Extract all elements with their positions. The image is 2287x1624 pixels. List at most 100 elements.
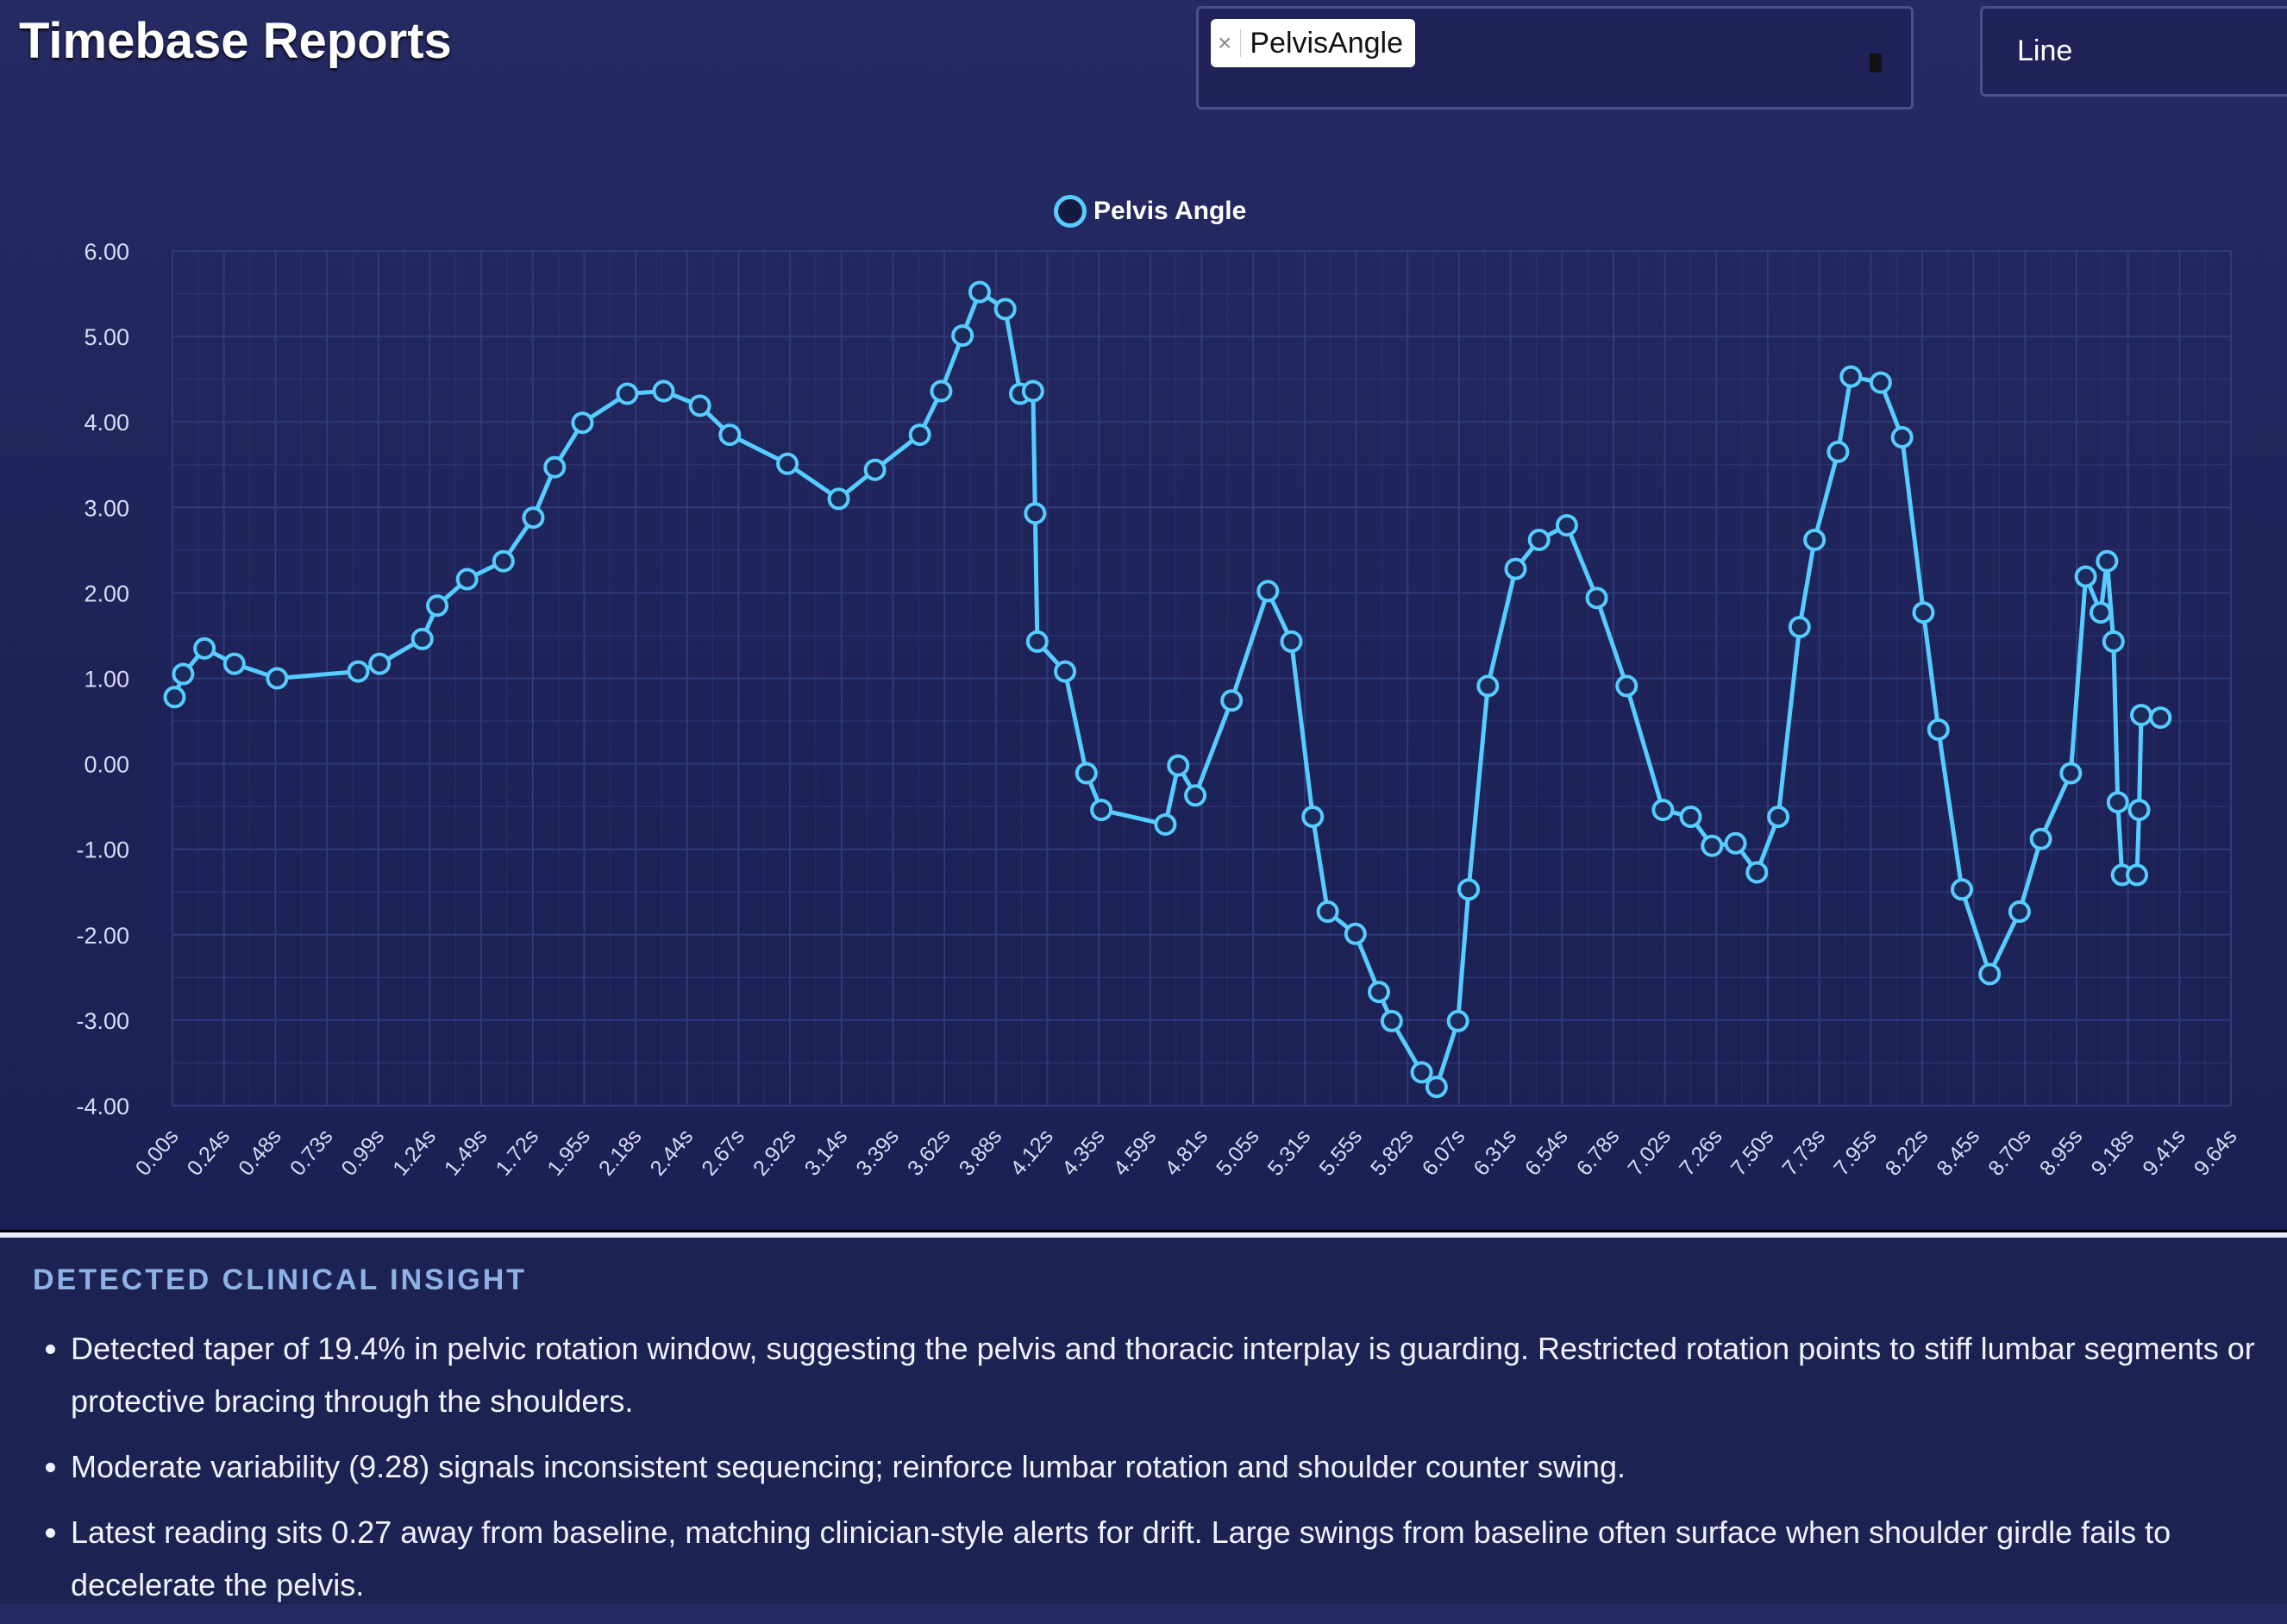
data-point (1024, 502, 1047, 525)
data-point (222, 652, 246, 675)
x-tick-label: 2.18s (594, 1125, 647, 1181)
data-point (2029, 827, 2052, 850)
data-point (1457, 878, 1481, 901)
x-tick-label: 3.39s (851, 1125, 904, 1181)
data-point (1745, 861, 1769, 884)
y-tick-label: 1.00 (84, 667, 129, 693)
data-point (718, 423, 742, 447)
data-point (951, 324, 974, 348)
data-point (827, 487, 850, 511)
y-tick-label: -3.00 (76, 1008, 129, 1034)
data-point (1446, 1009, 1469, 1032)
data-point (616, 382, 639, 405)
data-point (1951, 878, 1974, 901)
data-point (1585, 586, 1608, 610)
clinical-insight-panel: DETECTED CLINICAL INSIGHT Detected taper… (0, 1238, 2287, 1604)
data-point (1054, 660, 1077, 683)
remove-chip-icon[interactable]: × (1218, 29, 1242, 57)
insight-list: Detected taper of 19.4% in pelvic rotati… (33, 1322, 2287, 1624)
data-point (1154, 812, 1177, 836)
data-point (1555, 514, 1578, 537)
x-tick-label: 1.49s (440, 1125, 492, 1181)
x-tick-label: 0.99s (337, 1125, 390, 1181)
data-point (347, 660, 370, 683)
data-point (1410, 1061, 1433, 1084)
data-point (193, 636, 216, 660)
data-point (410, 627, 434, 650)
metric-multiselect[interactable]: × PelvisAngle (1196, 6, 1914, 110)
data-point (2008, 900, 2031, 924)
x-tick-label: 5.05s (1212, 1125, 1264, 1181)
selected-metric-chip: × PelvisAngle (1211, 19, 1416, 67)
x-tick-label: 0.48s (234, 1125, 286, 1181)
data-point (1184, 784, 1207, 807)
x-tick-label: 8.70s (1983, 1125, 2036, 1181)
x-tick-label: 1.95s (542, 1125, 595, 1181)
x-tick-label: 3.14s (800, 1125, 853, 1181)
data-point (2130, 704, 2153, 727)
x-tick-label: 3.62s (903, 1125, 956, 1181)
y-tick-label: -4.00 (76, 1094, 129, 1119)
data-point (1220, 689, 1244, 712)
data-point (543, 455, 567, 479)
data-point (1090, 799, 1113, 822)
data-point (776, 452, 799, 475)
data-point (908, 423, 931, 447)
section-divider (0, 1230, 2287, 1238)
data-point (1527, 528, 1551, 551)
data-point (1021, 379, 1044, 403)
x-tick-label: 4.35s (1057, 1125, 1110, 1181)
x-tick-label: 9.41s (2138, 1125, 2190, 1181)
y-tick-label: -1.00 (76, 837, 129, 863)
y-tick-label: 4.00 (84, 410, 129, 436)
data-point (492, 549, 515, 573)
x-tick-label: 8.22s (1881, 1125, 1933, 1181)
x-tick-label: 6.07s (1418, 1125, 1470, 1181)
data-point (1167, 754, 1190, 777)
insight-item: Moderate variability (9.28) signals inco… (71, 1440, 2287, 1493)
x-tick-label: 4.81s (1160, 1125, 1212, 1181)
x-tick-label: 6.54s (1520, 1125, 1573, 1181)
x-tick-label: 0.00s (131, 1125, 184, 1181)
chart-legend[interactable]: Pelvis Angle (1054, 195, 1246, 228)
x-tick-label: 4.59s (1109, 1125, 1162, 1181)
y-tick-label: 3.00 (84, 495, 129, 521)
data-point (2096, 549, 2119, 573)
x-tick-label: 7.26s (1675, 1125, 1727, 1181)
x-tick-label: 4.12s (1006, 1125, 1058, 1181)
x-tick-label: 8.95s (2035, 1125, 2088, 1181)
data-point (1476, 674, 1500, 698)
data-point (1615, 674, 1638, 698)
data-point (426, 594, 449, 618)
data-point (993, 298, 1017, 321)
x-tick-label: 5.82s (1366, 1125, 1419, 1181)
data-point (1344, 922, 1367, 945)
data-point (652, 379, 675, 403)
chart-type-select[interactable]: Line (1980, 6, 2287, 97)
data-point (1380, 1009, 1403, 1032)
data-point (968, 280, 991, 304)
dropdown-caret-icon[interactable] (1870, 53, 1882, 72)
data-point (1679, 806, 1702, 829)
legend-label: Pelvis Angle (1093, 197, 1247, 225)
y-tick-label: 5.00 (84, 324, 129, 350)
data-point (1256, 580, 1280, 603)
data-point (1724, 831, 1747, 855)
x-tick-label: 5.55s (1314, 1125, 1367, 1181)
data-point (2074, 565, 2097, 588)
data-point (1839, 365, 1863, 388)
data-point (571, 411, 594, 435)
x-tick-label: 1.24s (388, 1125, 441, 1181)
data-point (455, 567, 479, 591)
data-point (1788, 616, 1811, 639)
data-point (1890, 426, 1914, 449)
legend-marker-icon (1054, 195, 1087, 228)
chip-label: PelvisAngle (1250, 26, 1404, 60)
data-point (2126, 863, 2149, 887)
data-point (1301, 806, 1325, 829)
data-point (863, 458, 887, 481)
data-point (163, 686, 186, 709)
page-title: Timebase Reports (19, 13, 452, 69)
x-tick-label: 9.64s (2190, 1125, 2242, 1181)
x-tick-label: 3.88s (955, 1125, 1007, 1181)
